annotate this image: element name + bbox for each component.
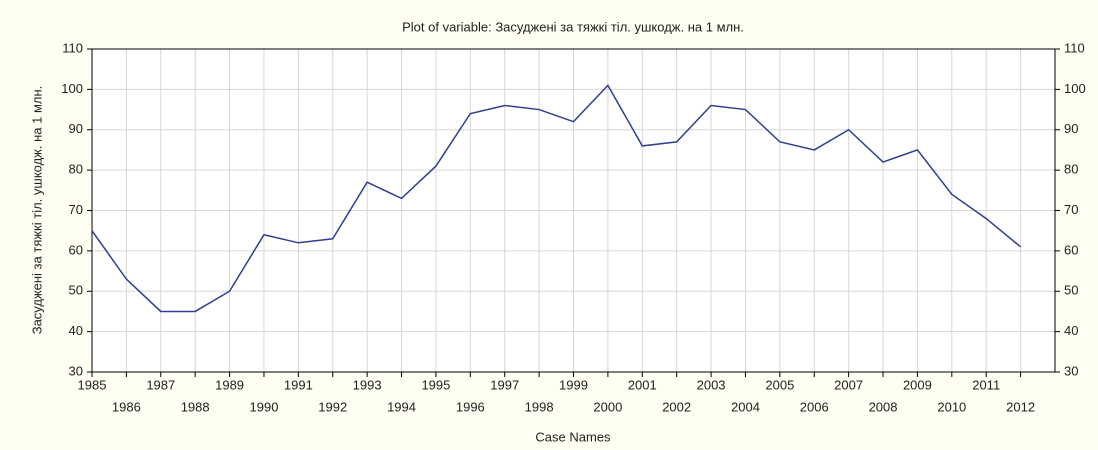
y-tick-label: 90 [69, 121, 83, 136]
x-tick-label: 1992 [318, 399, 347, 414]
x-tick-label: 1990 [250, 399, 279, 414]
data-line [91, 84, 1022, 313]
y2-tick-label: 100 [1064, 81, 1086, 96]
y-tick-label: 50 [69, 283, 83, 298]
y-tick-label: 70 [69, 202, 83, 217]
x-tick-label: 2008 [869, 399, 898, 414]
x-tick-label: 1996 [456, 399, 485, 414]
x-tick-label: 2000 [593, 399, 622, 414]
x-tick-label: 1995 [421, 377, 450, 392]
x-tick-label: 2006 [800, 399, 829, 414]
x-tick-label: 1998 [525, 399, 554, 414]
x-tick-label: 2003 [697, 377, 726, 392]
x-tick-label: 1993 [353, 377, 382, 392]
y2-tick-label: 30 [1064, 363, 1078, 378]
y-tick-label: 40 [69, 323, 83, 338]
y2-tick-label: 90 [1064, 121, 1078, 136]
y2-tick-label: 80 [1064, 162, 1078, 177]
x-tick-label: 1986 [112, 399, 141, 414]
y2-tick-label: 60 [1064, 242, 1078, 257]
plot-frame [91, 48, 1056, 373]
y2-tick-label: 40 [1064, 323, 1078, 338]
x-tick-label: 1999 [559, 377, 588, 392]
y-tick-label: 110 [62, 40, 83, 55]
chart-title: Plot of variable: Засуджені за тяжкі тіл… [402, 19, 744, 34]
y-tick-label: 80 [69, 162, 83, 177]
x-tick-label: 1994 [387, 399, 416, 414]
x-tick-label: 2010 [937, 399, 966, 414]
x-tick-label: 2007 [834, 377, 863, 392]
x-tick-label: 1991 [284, 377, 313, 392]
y2-tick-label: 50 [1064, 283, 1078, 298]
y-tick-label: 100 [61, 81, 83, 96]
x-tick-label: 2009 [903, 377, 932, 392]
x-tick-label: 1989 [215, 377, 244, 392]
x-tick-label: 2004 [731, 399, 760, 414]
y2-tick-label: 70 [1064, 202, 1078, 217]
x-tick-label: 1988 [181, 399, 210, 414]
y2-tick-label: 110 [1064, 40, 1085, 55]
x-tick-label: 2005 [765, 377, 794, 392]
y-tick-label: 60 [69, 242, 83, 257]
x-tick-label: 2002 [662, 399, 691, 414]
x-tick-label: 1987 [146, 377, 175, 392]
x-tick-label: 2011 [972, 377, 1000, 392]
y-axis-label: Засуджені за тяжкі тіл. ушкодж. на 1 млн… [29, 86, 44, 335]
x-tick-label: 1985 [78, 377, 107, 392]
y-tick-label: 30 [69, 363, 83, 378]
x-tick-label: 1997 [490, 377, 519, 392]
x-tick-label: 2012 [1006, 399, 1035, 414]
x-axis-label: Case Names [535, 429, 611, 444]
x-tick-label: 2001 [628, 377, 657, 392]
